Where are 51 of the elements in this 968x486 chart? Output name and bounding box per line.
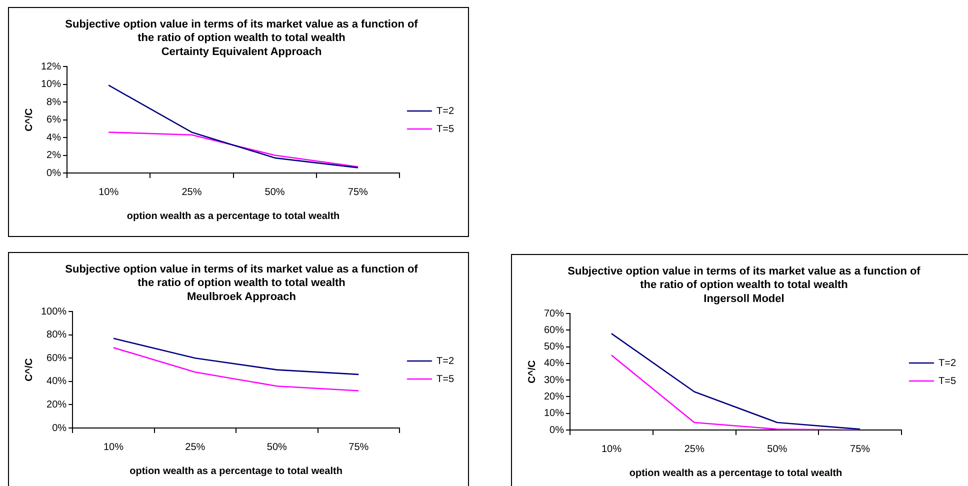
x-axis-title: option wealth as a percentage to total wealth [629,468,842,479]
y-axis-title: C^/C [24,358,35,382]
x-tick-label: 25% [185,442,206,453]
y-tick-label: 30% [544,374,564,386]
y-tick-label: 10% [544,408,564,420]
y-tick-label: 4% [46,132,62,144]
legend-label: T=2 [436,106,454,117]
legend-label: T=2 [938,358,956,369]
y-tick-label: 40% [544,358,564,370]
x-tick-label: 50% [264,186,285,198]
y-tick-label: 0% [550,424,564,436]
chart-title: Subjective option value in terms of its market value as a function of the ratio of option wealth to total wealth [568,266,921,291]
y-tick-label: 100% [41,306,67,318]
chart-subtitle: Ingersoll Model [704,293,784,306]
y-tick-label: 6% [46,114,62,126]
y-tick-label: 10% [41,79,62,90]
x-tick-label: 50% [767,444,788,455]
y-tick-label: 2% [46,150,62,162]
x-tick-label: 75% [850,444,870,455]
legend-label: T=5 [436,374,454,385]
y-tick-label: 70% [544,308,564,320]
y-axis-title: C^/C [526,360,538,384]
y-tick-label: 60% [544,324,564,336]
chart-title: Subjective option value in terms of its market value as a function of the ratio of option wealth to total wealth [65,264,418,289]
chart-subtitle: Meulbroek Approach [187,291,296,304]
x-tick-label: 10% [103,442,124,453]
x-tick-label: 75% [348,186,368,198]
chart-title: Subjective option value in terms of its market value as a function of the ratio of option wealth to total wealth [65,18,418,44]
y-tick-label: 0% [46,168,62,179]
x-tick-label: 75% [348,442,369,453]
y-tick-label: 80% [46,330,67,341]
x-axis-title: option wealth as a percentage to total wealth [126,210,340,222]
x-tick-label: 50% [266,442,288,453]
legend-label: T=5 [938,376,956,387]
x-tick-label: 25% [182,186,202,198]
x-tick-label: 25% [684,444,704,455]
chart-subtitle: Certainty Equivalent Approach [161,46,322,58]
legend-label: T=5 [436,124,454,135]
y-tick-label: 12% [41,61,62,72]
y-tick-label: 0% [52,422,67,434]
y-axis-title: C^/C [24,108,35,132]
y-tick-label: 60% [46,352,67,364]
x-tick-label: 10% [98,186,119,198]
y-tick-label: 50% [544,342,564,353]
x-axis-title: option wealth as a percentage to total wealth [130,466,342,477]
y-tick-label: 40% [46,376,67,388]
legend-label: T=2 [436,356,454,367]
y-tick-label: 20% [46,399,67,410]
y-tick-label: 20% [544,391,564,402]
y-tick-label: 8% [46,96,62,108]
x-tick-label: 10% [601,444,622,455]
